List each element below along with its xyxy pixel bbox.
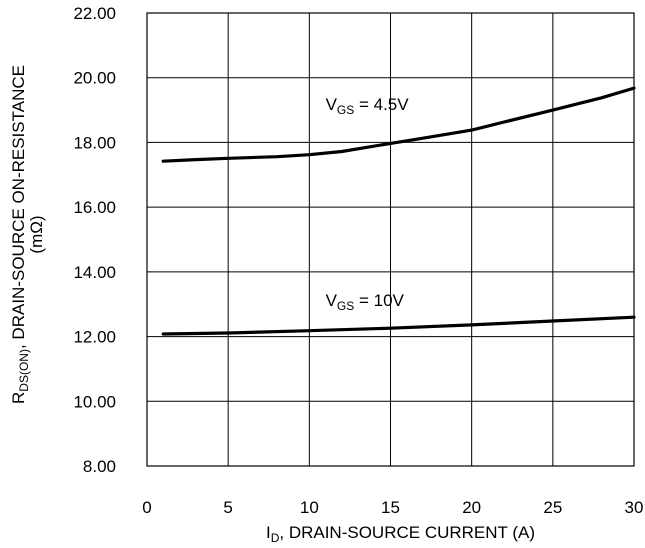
x-axis-title: ID, DRAIN-SOURCE CURRENT (A) — [266, 523, 535, 545]
x-tick-label: 30 — [625, 498, 644, 517]
series-label-text: = 10V — [354, 291, 404, 310]
series-line-2 — [161, 315, 636, 336]
series-line-1 — [161, 86, 636, 163]
series-label-subscript: GS — [337, 103, 354, 117]
y-tick-label: 8.00 — [83, 457, 116, 476]
x-tick-label: 20 — [462, 498, 481, 517]
plot-area-frame — [146, 12, 635, 467]
y-tick-label: 18.00 — [73, 133, 116, 152]
x-axis-title-text: , DRAIN-SOURCE CURRENT (A) — [279, 523, 535, 542]
series-label-2: VGS = 10V — [326, 291, 405, 313]
series-label-text: = 4.5V — [354, 95, 409, 114]
x-tick-label: 10 — [300, 498, 319, 517]
y-axis-title-subscript: DS(ON) — [17, 349, 31, 392]
x-tick-label: 0 — [142, 498, 151, 517]
series-label-symbol: V — [326, 291, 338, 310]
y-axis-title-text: , DRAIN-SOURCE ON-RESISTANCE — [9, 65, 28, 349]
x-tick-label: 15 — [381, 498, 400, 517]
series-label-1: VGS = 4.5V — [326, 95, 410, 117]
grid-lines — [146, 12, 635, 467]
series-label-subscript: GS — [337, 299, 354, 313]
x-tick-label: 25 — [543, 498, 562, 517]
y-tick-label: 12.00 — [73, 328, 116, 347]
y-tick-label: 20.00 — [73, 69, 116, 88]
y-axis-title: RDS(ON), DRAIN-SOURCE ON-RESISTANCE (mΩ) — [9, 65, 46, 404]
x-axis-title-subscript: D — [271, 531, 280, 545]
y-axis-title-line1: RDS(ON), DRAIN-SOURCE ON-RESISTANCE — [9, 65, 31, 404]
y-tick-label: 16.00 — [73, 198, 116, 217]
y-tick-label: 14.00 — [73, 263, 116, 282]
y-axis-title-line2: (mΩ) — [27, 215, 46, 253]
y-tick-label: 22.00 — [73, 4, 116, 23]
x-tick-label: 5 — [223, 498, 232, 517]
y-axis-ticks: 8.00 10.00 12.00 14.00 16.00 18.00 20.00 22.00 — [73, 4, 116, 476]
series-lines — [161, 86, 636, 336]
y-axis-title-symbol: R — [9, 392, 28, 404]
series-label-symbol: V — [326, 95, 338, 114]
x-axis-ticks: 0 5 10 15 20 25 30 — [142, 498, 643, 517]
x-axis-title-symbol: I — [266, 523, 271, 542]
y-tick-label: 10.00 — [73, 392, 116, 411]
